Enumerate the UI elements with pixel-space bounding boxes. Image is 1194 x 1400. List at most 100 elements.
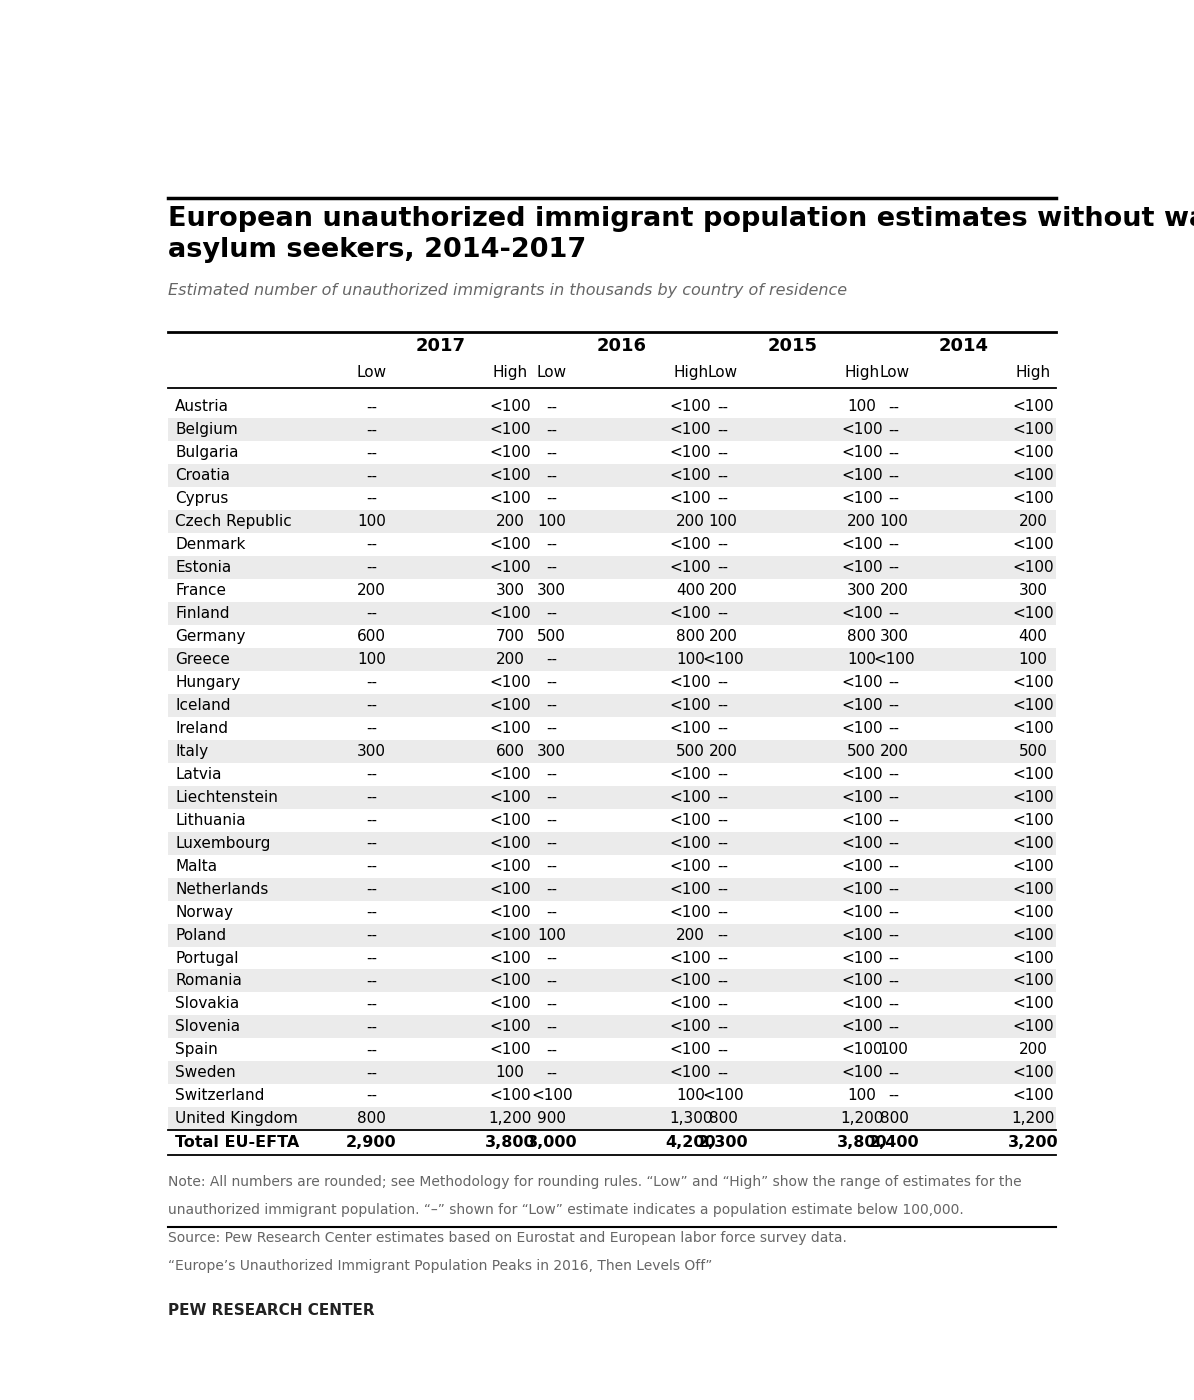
Text: --: --	[547, 951, 558, 966]
Text: <100: <100	[841, 606, 882, 622]
Text: <100: <100	[841, 858, 882, 874]
Text: --: --	[718, 538, 728, 552]
Text: 600: 600	[357, 629, 386, 644]
Text: 3,000: 3,000	[527, 1135, 577, 1151]
Bar	[167, 763, 1057, 785]
Text: Low: Low	[708, 365, 738, 381]
Text: 300: 300	[496, 584, 524, 598]
Text: 300: 300	[537, 743, 566, 759]
Bar	[167, 602, 1057, 624]
Text: --: --	[888, 1065, 899, 1081]
Text: <100: <100	[490, 767, 531, 781]
Text: --: --	[547, 1019, 558, 1035]
Text: <100: <100	[841, 790, 882, 805]
Text: <100: <100	[490, 445, 531, 461]
Text: --: --	[365, 951, 377, 966]
Text: <100: <100	[670, 904, 712, 920]
Text: Bulgaria: Bulgaria	[176, 445, 239, 461]
Text: Low: Low	[356, 365, 387, 381]
Text: <100: <100	[1013, 1019, 1054, 1035]
Text: <100: <100	[1013, 973, 1054, 988]
Text: --: --	[718, 858, 728, 874]
Text: <100: <100	[841, 882, 882, 896]
Bar	[167, 809, 1057, 832]
Text: <100: <100	[670, 538, 712, 552]
Text: <100: <100	[873, 652, 915, 666]
Text: 100: 100	[537, 514, 566, 529]
Text: --: --	[888, 904, 899, 920]
Text: <100: <100	[1013, 790, 1054, 805]
Text: 200: 200	[676, 514, 704, 529]
Text: 100: 100	[676, 1088, 704, 1103]
Text: 100: 100	[708, 514, 738, 529]
Bar	[167, 510, 1057, 533]
Bar	[167, 487, 1057, 510]
Text: --: --	[888, 721, 899, 736]
Text: <100: <100	[670, 767, 712, 781]
Text: 2014: 2014	[938, 337, 989, 356]
Text: Czech Republic: Czech Republic	[176, 514, 291, 529]
Text: --: --	[718, 1043, 728, 1057]
Text: --: --	[547, 973, 558, 988]
Text: --: --	[718, 675, 728, 690]
Text: 500: 500	[848, 743, 876, 759]
Text: <100: <100	[490, 997, 531, 1011]
Text: Estimated number of unauthorized immigrants in thousands by country of residence: Estimated number of unauthorized immigra…	[167, 283, 847, 298]
Text: Greece: Greece	[176, 652, 230, 666]
Text: <100: <100	[1013, 882, 1054, 896]
Text: --: --	[888, 973, 899, 988]
Bar	[167, 556, 1057, 580]
Text: 1,300: 1,300	[669, 1112, 713, 1126]
Text: <100: <100	[670, 858, 712, 874]
Text: 800: 800	[708, 1112, 738, 1126]
Text: --: --	[547, 882, 558, 896]
Text: --: --	[547, 538, 558, 552]
Text: --: --	[365, 813, 377, 827]
Text: --: --	[718, 469, 728, 483]
Text: <100: <100	[490, 675, 531, 690]
Text: <100: <100	[841, 1019, 882, 1035]
Text: Note: All numbers are rounded; see Methodology for rounding rules. “Low” and “Hi: Note: All numbers are rounded; see Metho…	[167, 1175, 1021, 1189]
Text: <100: <100	[490, 836, 531, 851]
Text: Latvia: Latvia	[176, 767, 222, 781]
Text: --: --	[718, 491, 728, 507]
Text: Croatia: Croatia	[176, 469, 230, 483]
Text: --: --	[888, 469, 899, 483]
Bar	[167, 694, 1057, 717]
Text: <100: <100	[490, 538, 531, 552]
Text: Italy: Italy	[176, 743, 208, 759]
Text: 700: 700	[496, 629, 524, 644]
Text: 2,400: 2,400	[869, 1135, 919, 1151]
Text: <100: <100	[841, 699, 882, 713]
Bar	[167, 533, 1057, 556]
Text: 100: 100	[496, 1065, 524, 1081]
Bar	[167, 854, 1057, 878]
Text: --: --	[718, 836, 728, 851]
Text: <100: <100	[1013, 606, 1054, 622]
Text: <100: <100	[841, 560, 882, 575]
Text: <100: <100	[1013, 928, 1054, 942]
Text: 100: 100	[848, 1088, 876, 1103]
Text: --: --	[365, 399, 377, 414]
Text: --: --	[888, 813, 899, 827]
Text: --: --	[888, 767, 899, 781]
Text: <100: <100	[670, 491, 712, 507]
Text: --: --	[365, 858, 377, 874]
Text: <100: <100	[490, 399, 531, 414]
Text: 900: 900	[537, 1112, 566, 1126]
Text: Germany: Germany	[176, 629, 246, 644]
Bar	[167, 419, 1057, 441]
Text: 500: 500	[1018, 743, 1047, 759]
Text: --: --	[718, 767, 728, 781]
Text: Malta: Malta	[176, 858, 217, 874]
Text: 100: 100	[537, 928, 566, 942]
Text: <100: <100	[670, 721, 712, 736]
Text: <100: <100	[841, 1043, 882, 1057]
Text: Estonia: Estonia	[176, 560, 232, 575]
Bar	[167, 739, 1057, 763]
Text: <100: <100	[1013, 538, 1054, 552]
Text: 300: 300	[537, 584, 566, 598]
Text: <100: <100	[1013, 1088, 1054, 1103]
Text: <100: <100	[1013, 560, 1054, 575]
Text: --: --	[365, 560, 377, 575]
